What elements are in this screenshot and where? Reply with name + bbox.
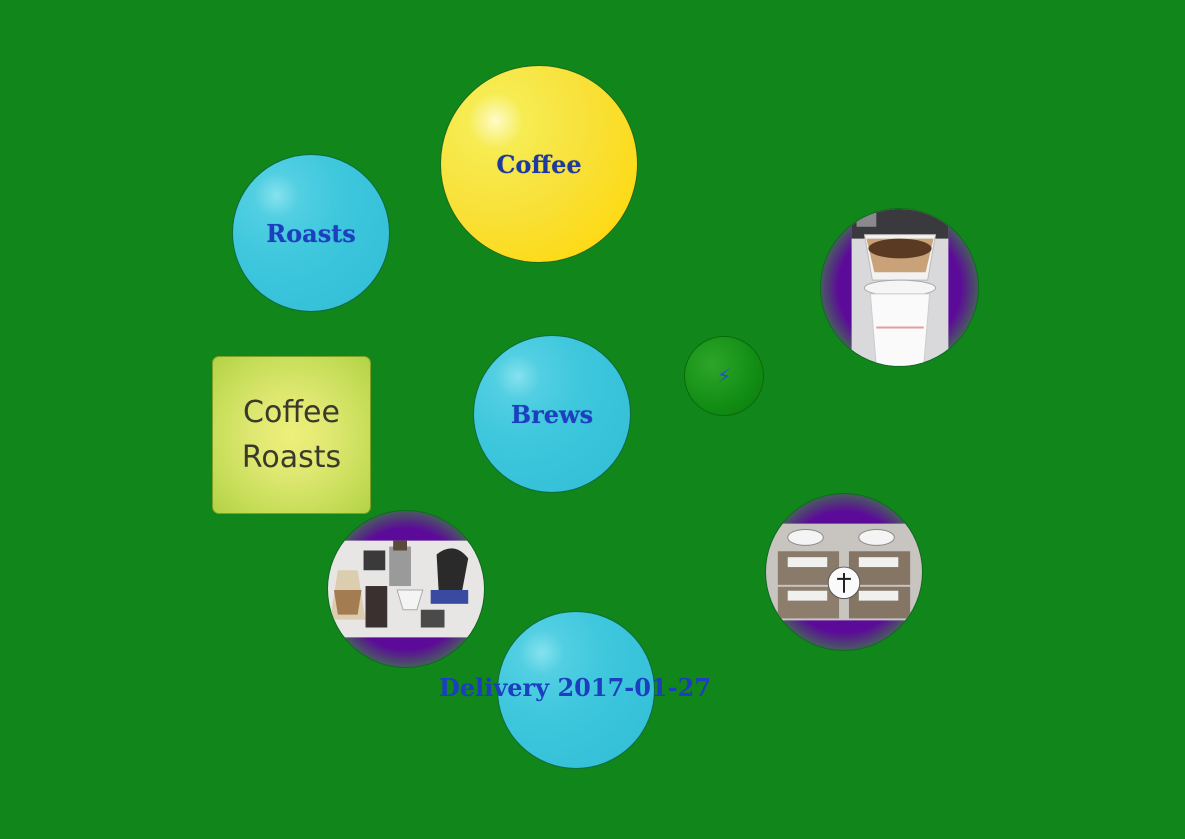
lightning-bolt-icon: ⚡ bbox=[716, 364, 732, 388]
coffee-roasts-label: Coffee Roasts bbox=[242, 390, 341, 480]
coffee-roasts-node[interactable]: Coffee Roasts bbox=[212, 356, 371, 514]
action-node[interactable]: ⚡ bbox=[684, 336, 764, 416]
coffee-label: Coffee bbox=[496, 149, 582, 179]
brews-node[interactable]: Brews bbox=[473, 335, 631, 493]
photo-node-equipment[interactable] bbox=[327, 510, 485, 668]
roasts-label: Roasts bbox=[266, 218, 356, 248]
coffee-roasts-label-line1: Coffee bbox=[243, 395, 340, 430]
coffee-node[interactable]: Coffee bbox=[440, 65, 638, 263]
brewing-equipment-photo bbox=[328, 540, 484, 638]
photo-node-pour-over[interactable] bbox=[820, 208, 979, 367]
pour-over-dripper-photo bbox=[851, 209, 949, 366]
roasts-node[interactable]: Roasts bbox=[232, 154, 390, 312]
brews-label: Brews bbox=[510, 399, 594, 429]
photo-node-bean-bags[interactable] bbox=[765, 493, 923, 651]
delivery-node[interactable] bbox=[497, 611, 655, 769]
coffee-roasts-label-line2: Roasts bbox=[241, 440, 342, 475]
coffee-bean-bags-photo bbox=[766, 523, 922, 621]
